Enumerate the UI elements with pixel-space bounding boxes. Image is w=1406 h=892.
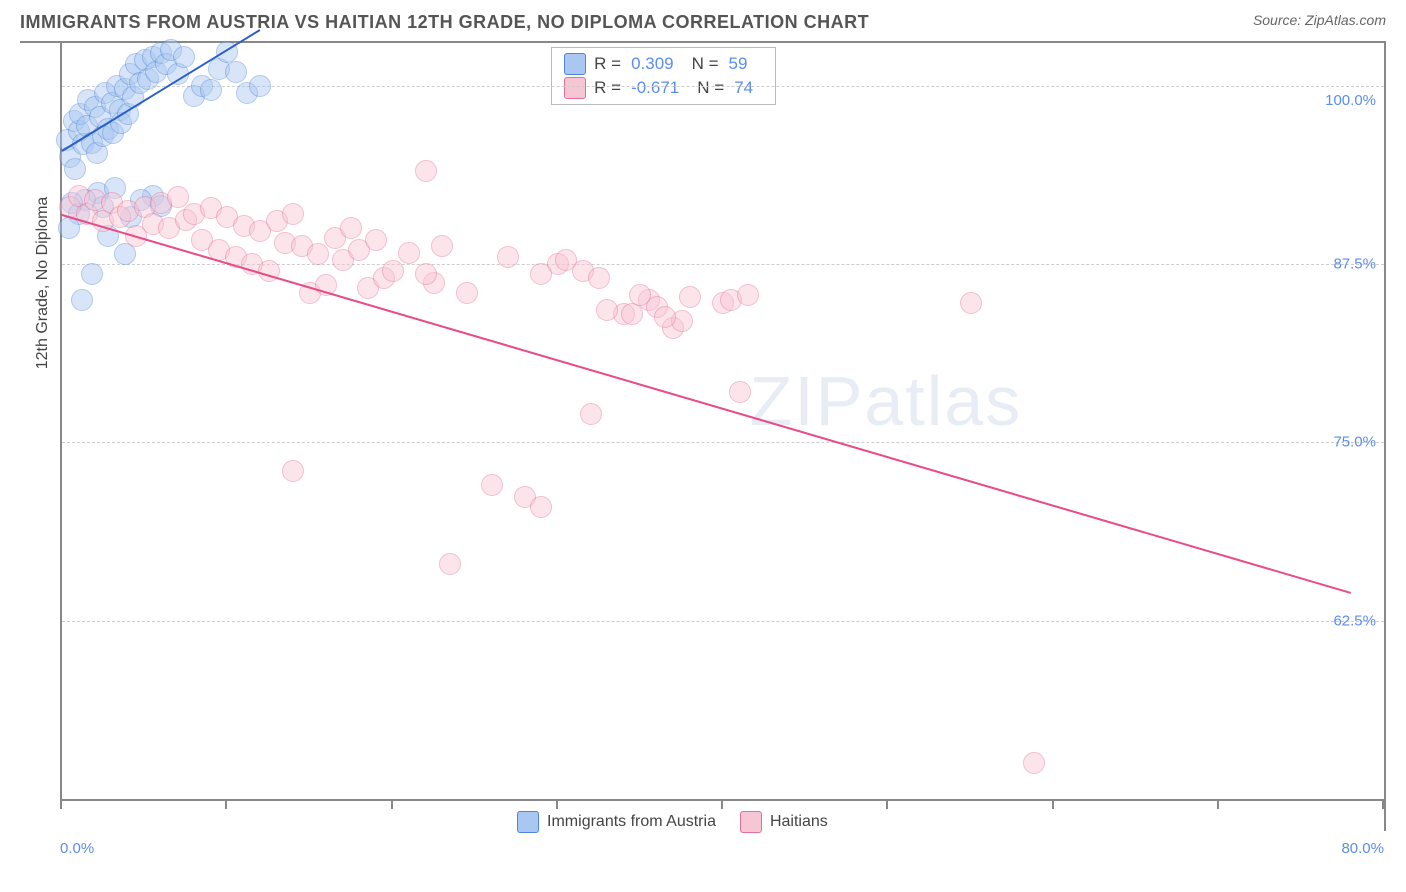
legend-swatch bbox=[564, 77, 586, 99]
data-point bbox=[654, 306, 676, 328]
data-point bbox=[580, 403, 602, 425]
series-legend: Immigrants from Austria Haitians bbox=[511, 811, 834, 833]
legend-n-value: 59 bbox=[729, 54, 748, 74]
series-legend-item: Immigrants from Austria bbox=[517, 811, 716, 833]
chart-container: 12th Grade, No Diploma ZIPatlas R = 0.30… bbox=[20, 41, 1386, 831]
data-point bbox=[382, 260, 404, 282]
legend-n-label: N = bbox=[692, 54, 719, 74]
data-point bbox=[679, 286, 701, 308]
legend-swatch bbox=[517, 811, 539, 833]
x-tick bbox=[391, 801, 393, 809]
correlation-legend: R = 0.309 N = 59 R = -0.671 N = 74 bbox=[551, 47, 776, 105]
gridline bbox=[62, 621, 1384, 622]
data-point bbox=[340, 217, 362, 239]
x-tick bbox=[556, 801, 558, 809]
data-point bbox=[729, 381, 751, 403]
data-point bbox=[71, 289, 93, 311]
x-tick bbox=[886, 801, 888, 809]
legend-n-value: 74 bbox=[734, 78, 753, 98]
data-point bbox=[497, 246, 519, 268]
data-point bbox=[555, 249, 577, 271]
data-point bbox=[81, 263, 103, 285]
data-point bbox=[629, 284, 651, 306]
x-tick bbox=[225, 801, 227, 809]
series-legend-label: Immigrants from Austria bbox=[547, 813, 716, 831]
data-point bbox=[114, 243, 136, 265]
legend-r-value: 0.309 bbox=[631, 54, 674, 74]
y-tick-label: 75.0% bbox=[1316, 434, 1376, 451]
plot-area: 12th Grade, No Diploma ZIPatlas R = 0.30… bbox=[60, 43, 1384, 801]
data-point bbox=[64, 158, 86, 180]
legend-r-label: R = bbox=[594, 78, 621, 98]
data-point bbox=[596, 299, 618, 321]
series-legend-label: Haitians bbox=[770, 813, 828, 831]
legend-row: R = -0.671 N = 74 bbox=[564, 76, 763, 100]
data-point bbox=[398, 242, 420, 264]
data-point bbox=[365, 229, 387, 251]
data-point bbox=[439, 553, 461, 575]
data-point bbox=[415, 263, 437, 285]
series-legend-item: Haitians bbox=[740, 811, 828, 833]
legend-r-label: R = bbox=[594, 54, 621, 74]
data-point bbox=[249, 75, 271, 97]
data-point bbox=[167, 186, 189, 208]
data-point bbox=[282, 203, 304, 225]
data-point bbox=[737, 284, 759, 306]
y-tick-label: 100.0% bbox=[1316, 92, 1376, 109]
data-point bbox=[58, 217, 80, 239]
data-point bbox=[588, 267, 610, 289]
data-point bbox=[456, 282, 478, 304]
data-point bbox=[481, 474, 503, 496]
y-axis-title: 12th Grade, No Diploma bbox=[34, 197, 52, 370]
chart-title: IMMIGRANTS FROM AUSTRIA VS HAITIAN 12TH … bbox=[20, 12, 869, 33]
gridline bbox=[62, 442, 1384, 443]
legend-swatch bbox=[740, 811, 762, 833]
data-point bbox=[1023, 752, 1045, 774]
x-tick bbox=[60, 801, 62, 809]
data-point bbox=[530, 496, 552, 518]
legend-row: R = 0.309 N = 59 bbox=[564, 52, 763, 76]
data-point bbox=[282, 460, 304, 482]
x-tick bbox=[1217, 801, 1219, 809]
y-tick-label: 87.5% bbox=[1316, 256, 1376, 273]
data-point bbox=[960, 292, 982, 314]
trend-line bbox=[62, 214, 1351, 594]
source-label: Source: ZipAtlas.com bbox=[1253, 12, 1386, 33]
data-point bbox=[307, 243, 329, 265]
legend-swatch bbox=[564, 53, 586, 75]
y-tick-label: 62.5% bbox=[1316, 612, 1376, 629]
x-tick bbox=[1052, 801, 1054, 809]
x-axis-min-label: 0.0% bbox=[60, 840, 94, 857]
legend-r-value: -0.671 bbox=[631, 78, 679, 98]
legend-n-label: N = bbox=[697, 78, 724, 98]
data-point bbox=[225, 61, 247, 83]
data-point bbox=[530, 263, 552, 285]
data-point bbox=[173, 46, 195, 68]
data-point bbox=[431, 235, 453, 257]
x-tick bbox=[721, 801, 723, 809]
x-axis-max-label: 80.0% bbox=[1341, 840, 1384, 857]
data-point bbox=[415, 160, 437, 182]
x-tick bbox=[1382, 801, 1384, 809]
data-point bbox=[200, 79, 222, 101]
